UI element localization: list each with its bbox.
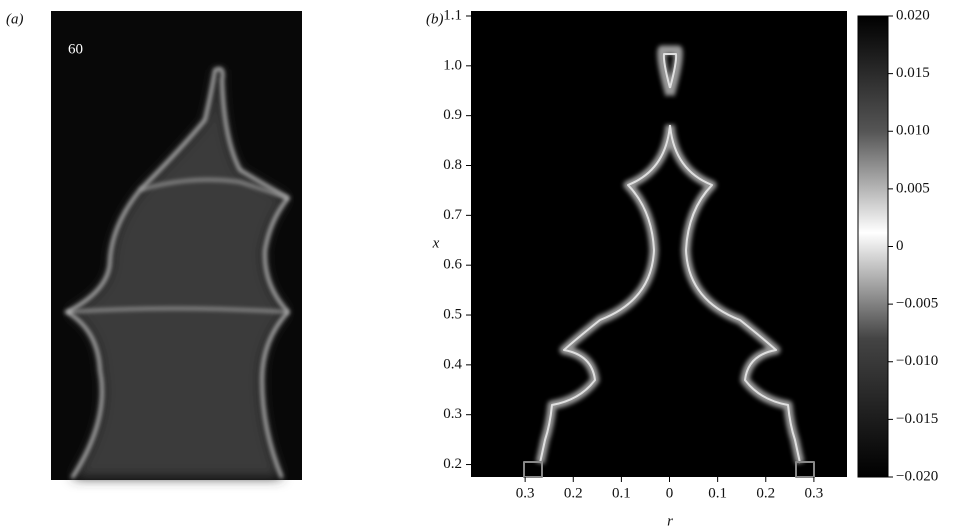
panel-label: (a): [6, 11, 24, 27]
y-tick-label: 0.5: [443, 306, 462, 322]
frame-label: 60: [68, 41, 83, 57]
y-tick-label: 1.0: [443, 57, 462, 73]
x-axis-label: r: [667, 513, 673, 529]
photo-shape: [63, 67, 291, 479]
plot-area: [471, 11, 847, 477]
y-tick-label: 0.2: [443, 456, 462, 472]
x-tick-label: 0: [666, 485, 674, 501]
colorbar-tick-label: 0.005: [896, 180, 930, 196]
colorbar-tick-label: 0.010: [896, 123, 930, 139]
colorbar: [857, 15, 889, 478]
colorbar-tick-label: −0.010: [896, 353, 938, 369]
colorbar-tick-label: −0.015: [896, 411, 938, 427]
x-tick-label: 0.1: [708, 485, 727, 501]
y-tick-label: 0.8: [443, 157, 462, 173]
y-tick-label: 0.3: [443, 406, 462, 422]
y-tick-label: 0.6: [443, 257, 462, 273]
y-tick-label: 0.7: [443, 207, 462, 223]
x-tick-label: 0.3: [805, 485, 824, 501]
contour: [523, 45, 815, 478]
y-axis-label: x: [432, 235, 440, 251]
colorbar-tick-label: 0.020: [896, 7, 930, 23]
colorbar-tick-label: −0.005: [896, 296, 938, 312]
y-tick-label: 0.9: [443, 107, 462, 123]
colorbar-tick-label: 0: [896, 238, 904, 254]
panel-label: (b): [426, 11, 444, 27]
y-tick-label: 0.4: [443, 356, 462, 372]
x-tick-label: 0.2: [756, 485, 775, 501]
colorbar-tick-label: 0.015: [896, 65, 930, 81]
x-tick-label: 0.1: [612, 485, 631, 501]
y-tick-label: 1.1: [443, 7, 462, 23]
x-tick-label: 0.3: [516, 485, 535, 501]
colorbar-tick-label: −0.020: [896, 468, 938, 484]
x-tick-label: 0.2: [564, 485, 583, 501]
